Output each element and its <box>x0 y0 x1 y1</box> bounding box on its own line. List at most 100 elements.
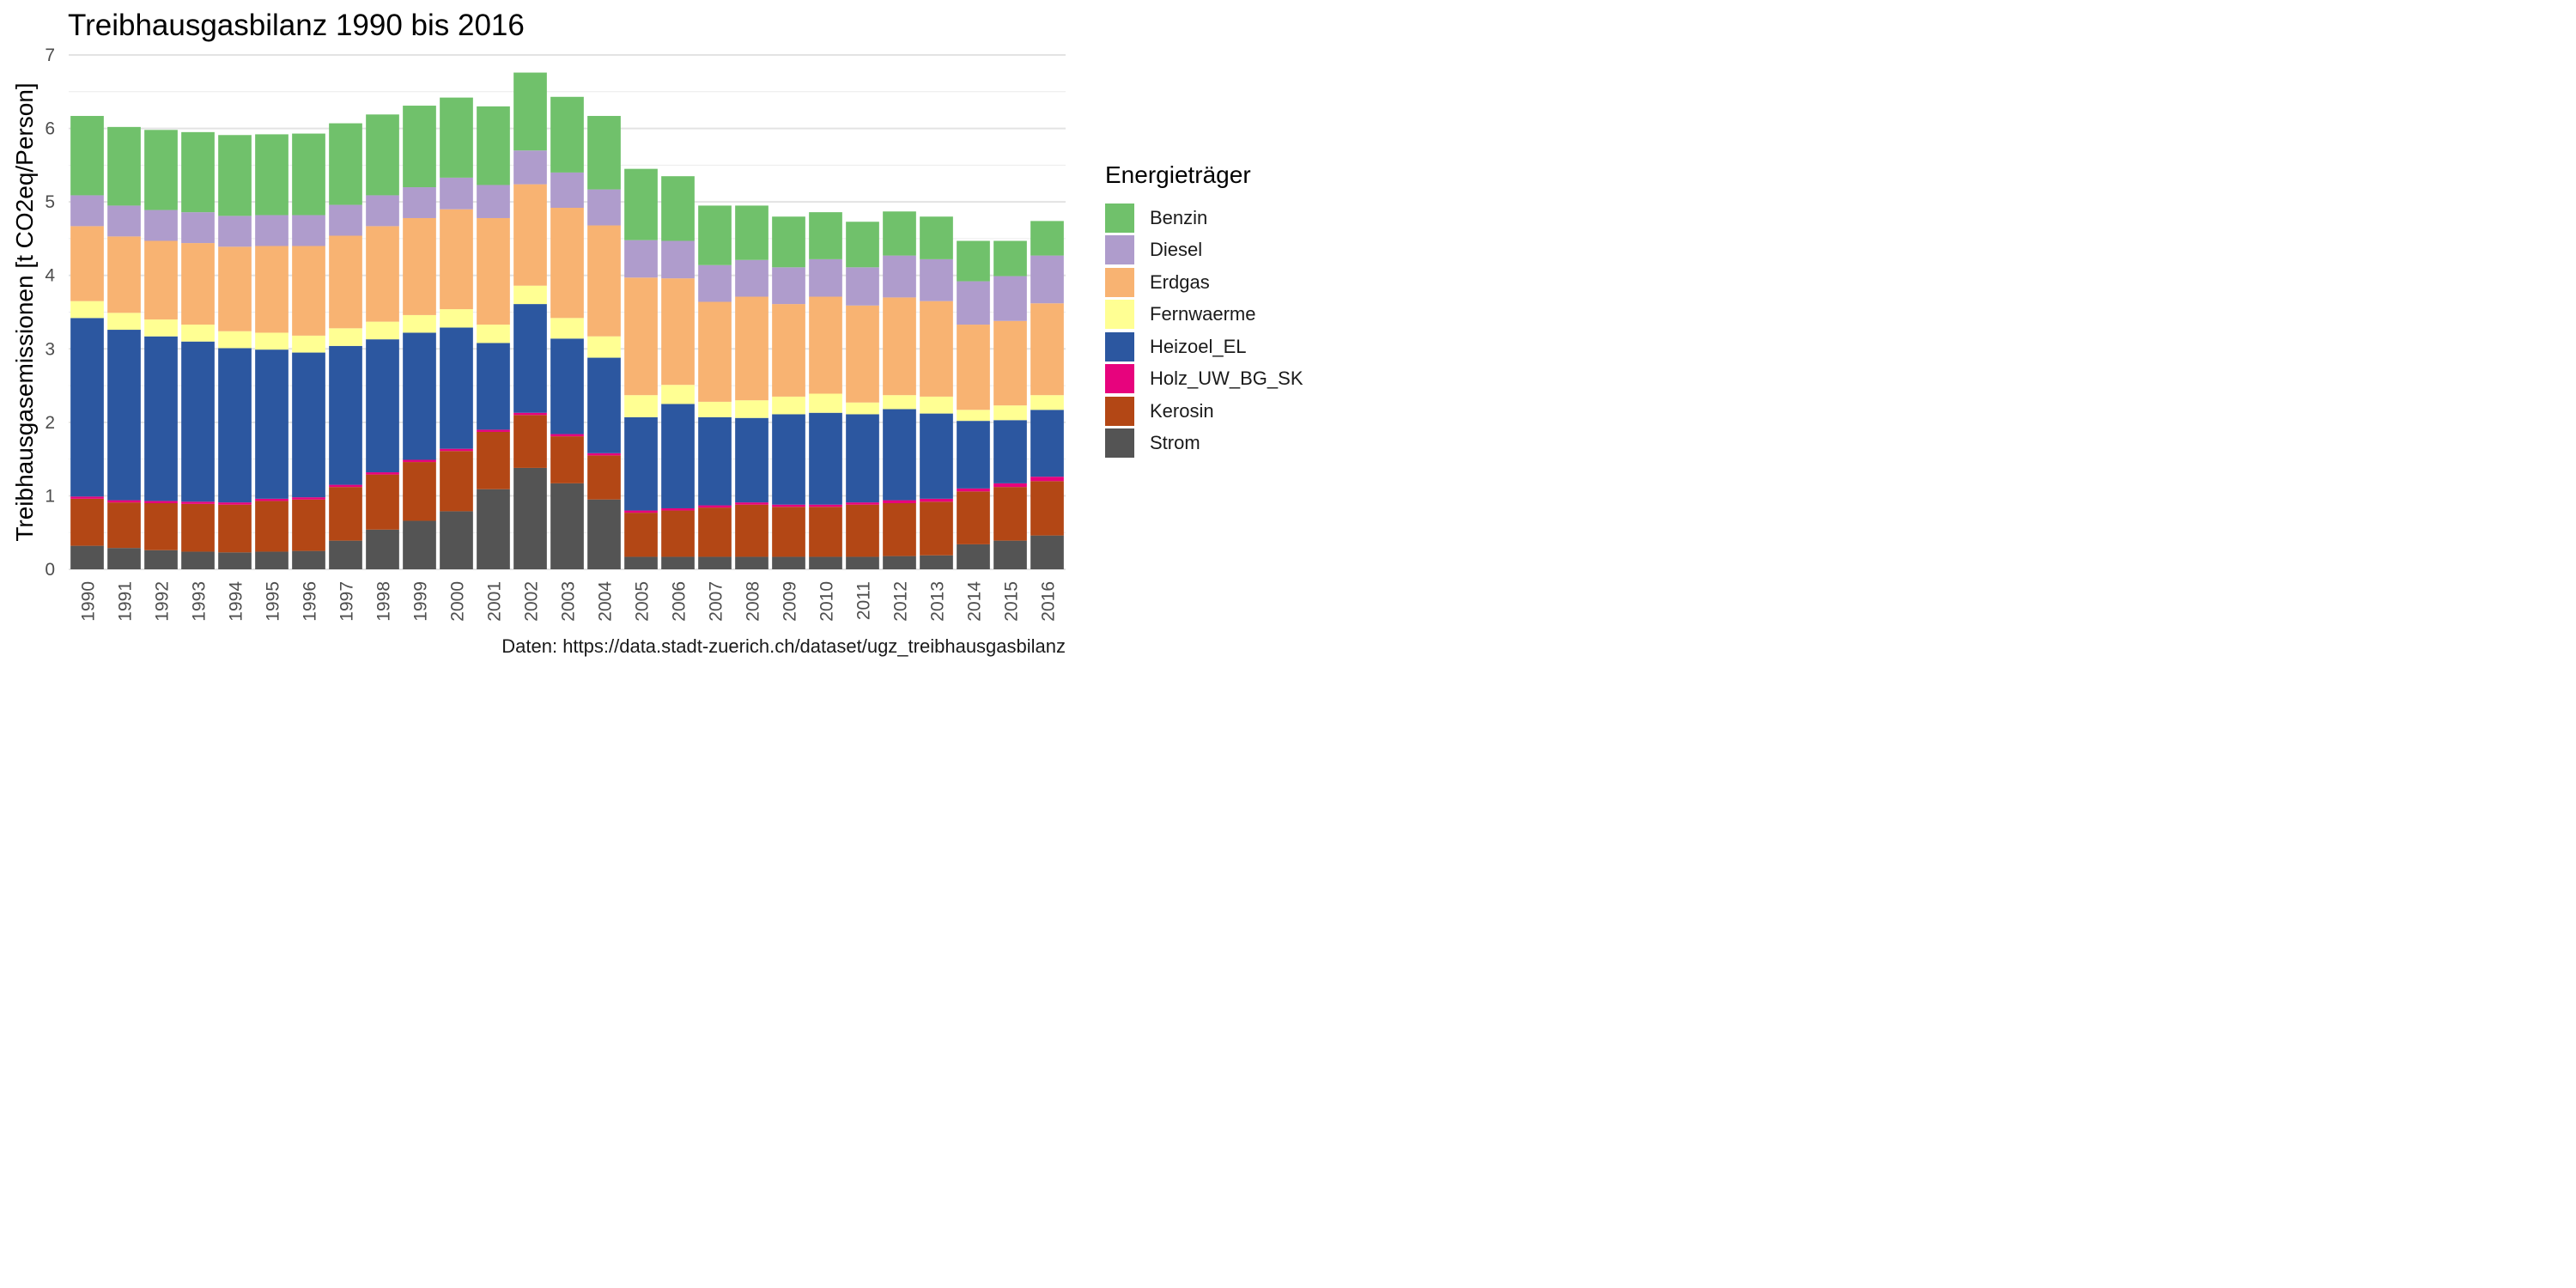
legend-item-diesel: Diesel <box>1105 234 1303 267</box>
bar-segment-heizoel_el-2013 <box>920 413 953 499</box>
bar-segment-heizoel_el-2002 <box>513 304 547 413</box>
bar-segment-fernwaerme-2010 <box>809 393 842 413</box>
bar-segment-holz_uw_bg_sk-2013 <box>920 498 953 502</box>
bar-segment-erdgas-2014 <box>957 325 990 410</box>
bar-segment-benzin-1993 <box>181 131 215 213</box>
bar-segment-fernwaerme-1995 <box>255 332 289 350</box>
bar-segment-heizoel_el-2006 <box>661 404 695 508</box>
bar-segment-diesel-2013 <box>920 258 953 301</box>
legend-swatch <box>1105 235 1134 265</box>
bar-segment-benzin-1996 <box>292 133 325 216</box>
bar-segment-strom-2013 <box>920 555 953 569</box>
bar-segment-diesel-1993 <box>181 212 215 244</box>
x-tick-label-2008: 2008 <box>744 581 763 622</box>
bar-segment-heizoel_el-2009 <box>772 414 805 505</box>
bar-segment-heizoel_el-1991 <box>107 330 141 501</box>
bar-segment-diesel-1990 <box>70 195 104 227</box>
x-tick-label-1997: 1997 <box>337 581 357 622</box>
bar-segment-heizoel_el-1992 <box>144 336 178 501</box>
x-tick-label-2005: 2005 <box>633 581 653 622</box>
bar-segment-holz_uw_bg_sk-2007 <box>698 505 732 508</box>
x-tick-label-2009: 2009 <box>781 581 800 622</box>
bar-segment-kerosin-2007 <box>698 507 732 557</box>
bar-segment-holz_uw_bg_sk-2012 <box>883 500 916 503</box>
x-tick-label-1991: 1991 <box>116 581 136 622</box>
bar-segment-strom-1992 <box>144 550 178 569</box>
bar-segment-strom-1999 <box>403 520 436 569</box>
bar-segment-benzin-2001 <box>477 106 510 185</box>
x-tick-label-2016: 2016 <box>1039 581 1059 622</box>
bar-segment-kerosin-2010 <box>809 507 842 557</box>
bar-segment-erdgas-2001 <box>477 217 510 325</box>
bar-segment-fernwaerme-2015 <box>993 405 1027 421</box>
bar-segment-holz_uw_bg_sk-1999 <box>403 459 436 463</box>
bar-segment-holz_uw_bg_sk-2001 <box>477 429 510 432</box>
bar-segment-strom-2015 <box>993 540 1027 569</box>
bar-segment-fernwaerme-1999 <box>403 314 436 333</box>
bar-segment-fernwaerme-2013 <box>920 396 953 414</box>
legend-item-benzin: Benzin <box>1105 202 1303 234</box>
x-tick-label-2014: 2014 <box>965 581 985 622</box>
bar-segment-benzin-2004 <box>587 116 621 190</box>
bar-segment-heizoel_el-2008 <box>735 417 769 503</box>
bar-segment-fernwaerme-1998 <box>366 321 399 340</box>
bar-segment-erdgas-2015 <box>993 320 1027 406</box>
bar-segment-fernwaerme-2002 <box>513 285 547 305</box>
bar-segment-holz_uw_bg_sk-2016 <box>1030 477 1064 482</box>
x-tick-label-2011: 2011 <box>854 581 874 620</box>
bar-segment-heizoel_el-2014 <box>957 421 990 489</box>
bar-segment-benzin-1990 <box>70 116 104 196</box>
bar-segment-holz_uw_bg_sk-2002 <box>513 412 547 416</box>
bar-segment-kerosin-2009 <box>772 507 805 557</box>
x-tick-label-2004: 2004 <box>596 581 616 622</box>
bar-segment-kerosin-1991 <box>107 502 141 549</box>
bar-segment-diesel-2008 <box>735 259 769 297</box>
bar-segment-fernwaerme-2006 <box>661 385 695 404</box>
x-tick-label-1994: 1994 <box>227 581 246 622</box>
bar-segment-kerosin-2003 <box>550 436 584 483</box>
bar-segment-fernwaerme-1996 <box>292 335 325 353</box>
legend-label: Erdgas <box>1150 270 1210 293</box>
bar-segment-erdgas-2006 <box>661 278 695 386</box>
bar-segment-holz_uw_bg_sk-2015 <box>993 483 1027 488</box>
bar-segment-kerosin-1994 <box>218 504 252 553</box>
x-tick-label-1993: 1993 <box>190 581 210 622</box>
x-tick-label-2003: 2003 <box>559 581 579 622</box>
bar-segment-benzin-2016 <box>1030 221 1064 256</box>
legend-swatch <box>1105 203 1134 233</box>
bar-segment-holz_uw_bg_sk-2014 <box>957 488 990 492</box>
bar-segment-benzin-2009 <box>772 216 805 268</box>
bar-segment-benzin-1999 <box>403 106 436 188</box>
bar-segment-kerosin-2001 <box>477 431 510 489</box>
y-tick-label: 4 <box>45 266 55 286</box>
bar-segment-benzin-2005 <box>624 168 658 240</box>
bar-segment-holz_uw_bg_sk-2009 <box>772 504 805 507</box>
bar-segment-diesel-2015 <box>993 276 1027 321</box>
bar-segment-diesel-2006 <box>661 240 695 279</box>
bar-segment-benzin-2011 <box>846 222 879 268</box>
bar-segment-benzin-2006 <box>661 176 695 241</box>
y-tick-label: 3 <box>45 339 55 359</box>
bar-segment-holz_uw_bg_sk-1991 <box>107 500 141 503</box>
bar-segment-diesel-1992 <box>144 210 178 241</box>
bar-segment-holz_uw_bg_sk-2004 <box>587 453 621 456</box>
y-tick-label: 0 <box>45 560 55 580</box>
data-source-caption: Daten: https://data.stadt-zuerich.ch/dat… <box>501 635 1066 657</box>
bar-segment-kerosin-1997 <box>329 487 362 541</box>
legend-label: Holz_UW_BG_SK <box>1150 368 1303 390</box>
bar-segment-holz_uw_bg_sk-2005 <box>624 510 658 513</box>
bar-segment-strom-2002 <box>513 467 547 569</box>
bar-segment-kerosin-2004 <box>587 455 621 500</box>
x-tick-label-2000: 2000 <box>448 581 468 622</box>
bar-segment-erdgas-2002 <box>513 184 547 286</box>
bar-segment-erdgas-2009 <box>772 304 805 397</box>
legend-label: Kerosin <box>1150 399 1214 422</box>
bar-segment-erdgas-1995 <box>255 246 289 333</box>
x-tick-label-1998: 1998 <box>374 581 394 622</box>
bar-segment-heizoel_el-2005 <box>624 416 658 511</box>
bar-segment-fernwaerme-2008 <box>735 400 769 418</box>
bar-segment-kerosin-1992 <box>144 502 178 550</box>
bar-segment-kerosin-1993 <box>181 503 215 552</box>
bar-segment-fernwaerme-2005 <box>624 395 658 417</box>
bar-segment-diesel-2012 <box>883 255 916 298</box>
